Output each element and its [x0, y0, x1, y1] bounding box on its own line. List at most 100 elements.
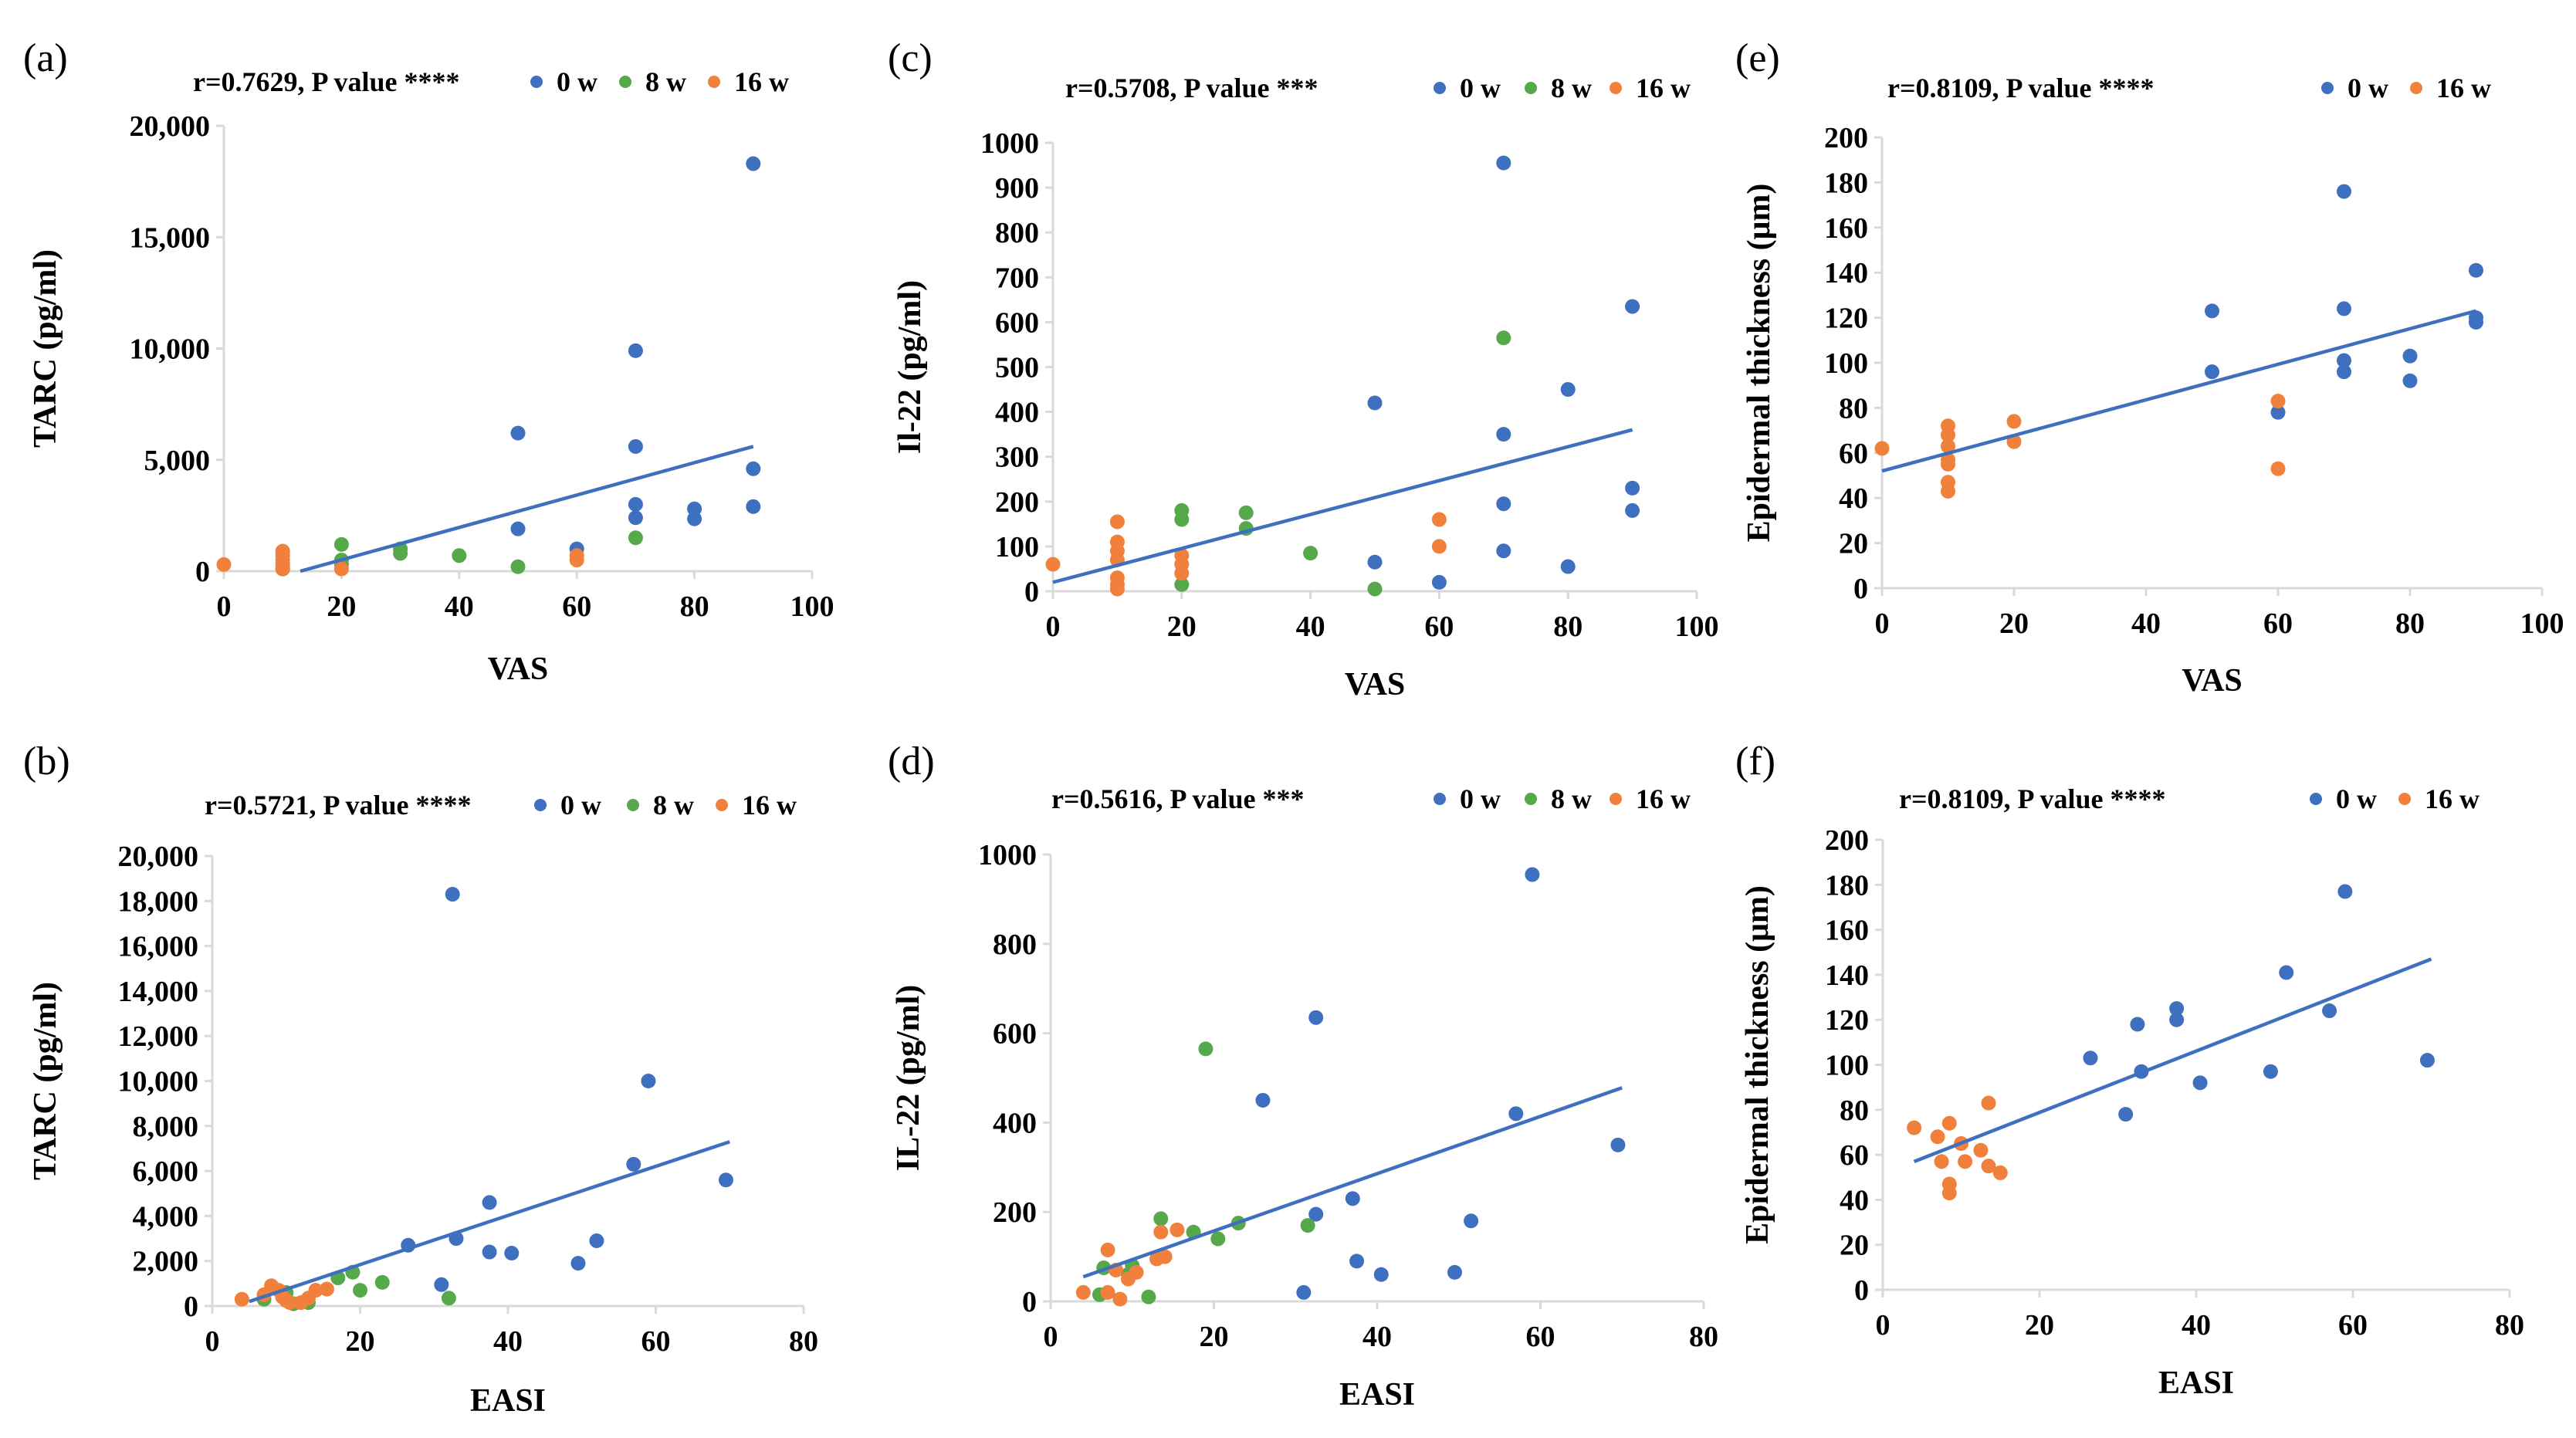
x-tick-label: 40: [2131, 607, 2161, 640]
data-point: [2469, 314, 2483, 330]
data-point: [2337, 353, 2351, 368]
y-tick-label: 160: [1825, 915, 1869, 947]
series-16w: [1907, 1095, 2008, 1201]
legend-item-0w: 0 w: [530, 66, 597, 97]
data-point: [2322, 1003, 2337, 1019]
data-point: [1174, 577, 1190, 592]
data-point: [510, 521, 526, 536]
x-tick-label: 60: [1424, 611, 1454, 643]
panel-label: (b): [23, 739, 70, 783]
data-point: [1496, 155, 1511, 171]
y-tick-label: 0: [1022, 1286, 1037, 1318]
x-tick-label: 80: [789, 1325, 818, 1358]
y-tick-label: 100: [1824, 347, 1868, 380]
y-tick-label: 0: [184, 1291, 198, 1323]
data-point: [1464, 1213, 1479, 1229]
data-point: [1496, 330, 1511, 346]
data-point: [1157, 1249, 1173, 1264]
y-tick-label: 180: [1825, 869, 1869, 902]
x-axis-label: VAS: [2182, 663, 2243, 699]
x-tick-label: 40: [493, 1325, 523, 1358]
series-0w: [401, 887, 733, 1292]
data-point: [2337, 364, 2351, 380]
data-point: [510, 425, 526, 441]
data-point: [1075, 1284, 1091, 1300]
data-point: [2169, 1001, 2185, 1017]
x-tick-label: 20: [327, 590, 356, 623]
x-axis-label: EASI: [470, 1383, 546, 1419]
legend-marker: [716, 799, 728, 811]
y-tick-label: 20,000: [118, 841, 199, 873]
data-point: [1907, 1120, 1922, 1135]
y-axis-label: Il-22 (pg/ml): [892, 280, 928, 454]
data-point: [641, 1074, 656, 1088]
y-tick-label: 140: [1824, 257, 1868, 289]
data-point: [1308, 1206, 1324, 1222]
panel-label: (f): [1735, 739, 1775, 783]
data-point: [1153, 1211, 1169, 1227]
trendline: [300, 445, 754, 574]
x-axis-label: VAS: [1345, 667, 1406, 702]
x-tick-label: 80: [2395, 607, 2425, 640]
data-point: [353, 1283, 367, 1298]
series-16w: [234, 1278, 334, 1311]
panel-label: (c): [888, 36, 933, 80]
data-point: [570, 1256, 586, 1271]
y-tick-label: 180: [1824, 167, 1868, 199]
x-tick-label: 40: [445, 590, 474, 623]
y-tick-label: 60: [1839, 438, 1868, 470]
data-point: [2205, 303, 2219, 319]
y-tick-label: 120: [1824, 303, 1868, 335]
y-tick-label: 140: [1825, 959, 1869, 992]
data-point: [510, 559, 526, 574]
y-tick-label: 6,000: [133, 1155, 199, 1188]
data-point: [2130, 1017, 2145, 1032]
data-point: [283, 1295, 298, 1311]
y-tick-label: 200: [1824, 122, 1868, 154]
x-tick-label: 60: [2338, 1309, 2368, 1342]
data-point: [2402, 373, 2418, 388]
legend-label: 0 w: [557, 66, 597, 97]
y-axis-label: Epidermal thickness (μm): [1742, 184, 1777, 543]
x-tick-label: 80: [680, 590, 709, 623]
series-8w: [1174, 330, 1511, 597]
data-point: [1349, 1254, 1365, 1269]
data-point: [293, 1295, 309, 1311]
panel-label: (d): [888, 739, 935, 783]
data-point: [1198, 1041, 1214, 1057]
legend-item-8w: 8 w: [1525, 73, 1592, 103]
legend-label: 16 w: [742, 790, 797, 821]
data-point: [1941, 438, 1955, 454]
legend-item-8w: 8 w: [627, 790, 694, 821]
chart-panel-f: (f) r=0.8109, P value **** 0 w 16 w 0 20 40 60 8…: [1735, 739, 2524, 1401]
data-point: [234, 1291, 249, 1307]
panel-label: (e): [1735, 36, 1780, 80]
legend-item-0w: 0 w: [2321, 73, 2388, 103]
series-16w: [1075, 1222, 1185, 1307]
legend-marker: [1525, 793, 1537, 805]
data-point: [746, 499, 761, 514]
series-8w: [275, 530, 643, 577]
data-point: [1525, 867, 1540, 882]
x-tick-label: 20: [346, 1325, 375, 1358]
y-tick-label: 5,000: [144, 445, 211, 477]
data-point: [1934, 1154, 1949, 1169]
data-point: [1625, 299, 1640, 314]
stat-label: r=0.5721, P value ****: [205, 790, 472, 821]
data-point: [374, 1274, 390, 1290]
data-point: [628, 510, 643, 526]
legend-marker: [619, 76, 631, 88]
data-point: [216, 557, 232, 572]
y-axis-label: IL-22 (pg/ml): [891, 985, 926, 1172]
data-point: [1238, 505, 1254, 520]
y-tick-label: 700: [995, 262, 1039, 294]
data-point: [2270, 404, 2286, 420]
legend-item-16w: 16 w: [716, 790, 797, 821]
data-point: [2469, 262, 2483, 278]
y-tick-label: 80: [1839, 392, 1868, 425]
data-point: [628, 438, 643, 454]
data-point: [1109, 514, 1125, 530]
legend-marker: [1610, 793, 1622, 805]
legend-label: 0 w: [1460, 73, 1501, 103]
legend-label: 8 w: [1551, 783, 1592, 814]
